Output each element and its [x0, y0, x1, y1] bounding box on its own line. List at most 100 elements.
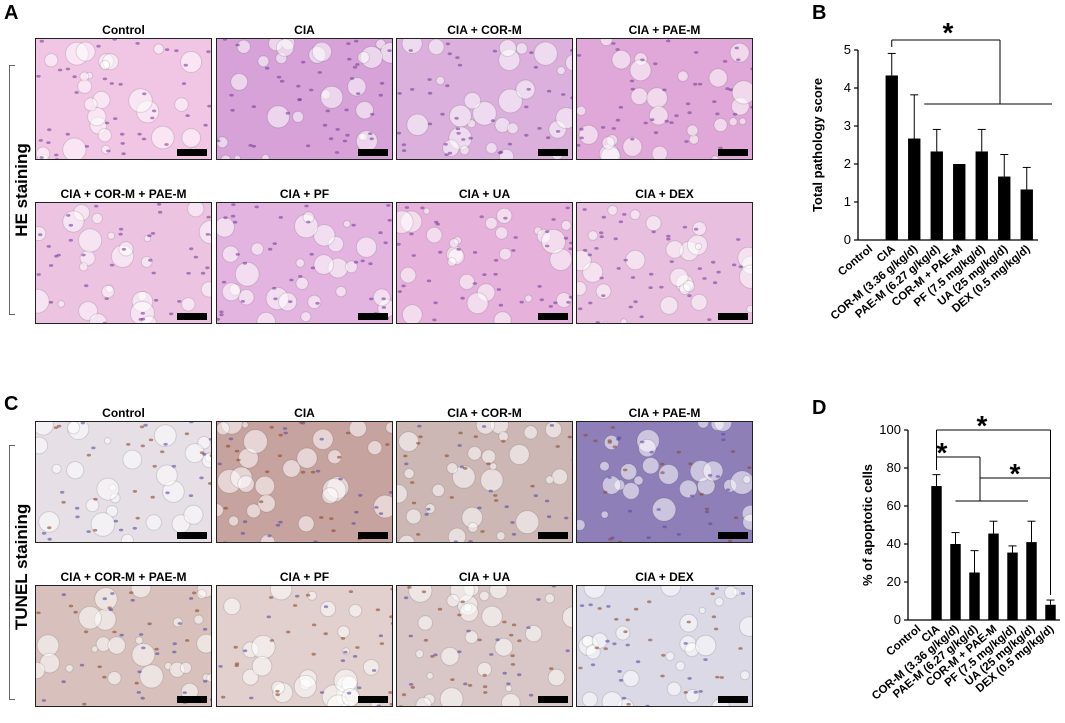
scale-bar: [718, 696, 748, 703]
y-tick-label: 3: [844, 118, 851, 133]
y-tick-label: 0: [844, 232, 851, 247]
micrograph-caption: CIA + PAE-M: [628, 406, 701, 420]
tunel-micrograph: CIA + UA: [396, 569, 573, 707]
tissue-image: [396, 585, 573, 707]
panel-letter-a: A: [4, 2, 19, 24]
bar: [988, 533, 999, 620]
y-axis-label: % of apoptotic cells: [860, 464, 875, 586]
micrograph-caption: CIA + DEX: [635, 187, 694, 201]
scale-bar: [538, 696, 568, 703]
micrograph-caption: CIA + UA: [458, 570, 511, 584]
tissue-image: [35, 585, 212, 707]
scale-bar: [538, 313, 568, 320]
y-tick-label: 60: [887, 498, 901, 513]
tissue-image: [35, 421, 212, 543]
tunel-micrograph: CIA + COR-M: [396, 405, 573, 543]
tissue-image: [576, 202, 753, 324]
panel-letter-c: C: [4, 393, 19, 415]
tissue-image: [576, 38, 753, 160]
scale-bar: [177, 532, 207, 539]
tissue-image: [216, 585, 393, 707]
y-tick-label: 1: [844, 194, 851, 209]
y-tick-label: 80: [887, 460, 901, 475]
y-tick-label: 0: [894, 612, 901, 627]
he-micrograph: CIA + UA: [396, 186, 573, 324]
scale-bar: [177, 313, 207, 320]
micrograph-caption: CIA + PAE-M: [628, 23, 701, 37]
he-staining-label: HE staining: [12, 135, 32, 245]
bar: [930, 151, 943, 240]
bar: [969, 572, 980, 620]
y-tick-label: 4: [844, 80, 851, 95]
micrograph-caption: CIA + DEX: [635, 570, 694, 584]
tissue-image: [35, 202, 212, 324]
scale-bar: [358, 532, 388, 539]
he-micrograph: Control: [35, 22, 212, 160]
x-tick-label: Control: [836, 243, 875, 278]
scale-bar: [718, 532, 748, 539]
he-micrograph: CIA: [216, 22, 393, 160]
y-tick-label: 40: [887, 536, 901, 551]
bar: [998, 176, 1011, 240]
he-micrograph: CIA + COR-M + PAE-M: [35, 186, 212, 324]
tunel-micrograph: CIA + PF: [216, 569, 393, 707]
bar: [1020, 189, 1033, 240]
micrograph-caption: Control: [102, 23, 145, 37]
micrograph-caption: CIA + COR-M: [447, 406, 522, 420]
tissue-image: [216, 38, 393, 160]
bar: [1045, 604, 1056, 620]
bar: [950, 544, 961, 620]
he-micrograph: CIA + COR-M: [396, 22, 573, 160]
tunel-staining-label: TUNEL staining: [12, 503, 32, 630]
scale-bar: [358, 149, 388, 156]
scale-bar: [177, 149, 207, 156]
tunel-micrograph: CIA + DEX: [576, 569, 753, 707]
bar: [953, 164, 966, 240]
significance-star: *: [977, 410, 988, 441]
scale-bar: [718, 149, 748, 156]
bar: [975, 151, 988, 240]
scale-bar: [718, 313, 748, 320]
bar: [885, 75, 898, 241]
micrograph-caption: CIA + COR-M: [447, 23, 522, 37]
tunel-micrograph: CIA + COR-M + PAE-M: [35, 569, 212, 707]
y-tick-label: 20: [887, 574, 901, 589]
micrograph-caption: CIA + COR-M + PAE-M: [60, 187, 187, 201]
tissue-image: [396, 38, 573, 160]
y-tick-label: 5: [844, 42, 851, 57]
tissue-image: [576, 585, 753, 707]
scale-bar: [358, 313, 388, 320]
he-micrograph: CIA + PAE-M: [576, 22, 753, 160]
tissue-image: [396, 421, 573, 543]
tissue-image: [576, 421, 753, 543]
micrograph-caption: CIA + PF: [279, 187, 330, 201]
y-tick-label: 2: [844, 156, 851, 171]
scale-bar: [358, 696, 388, 703]
significance-star: *: [937, 437, 948, 468]
scale-bar: [538, 532, 568, 539]
scale-bar: [177, 696, 207, 703]
scale-bar: [538, 149, 568, 156]
tunel-micrograph: CIA + PAE-M: [576, 405, 753, 543]
tissue-image: [396, 202, 573, 324]
micrograph-caption: CIA + COR-M + PAE-M: [60, 570, 187, 584]
micrograph-caption: CIA + PF: [279, 570, 330, 584]
micrograph-caption: CIA: [294, 406, 315, 420]
bar: [1007, 552, 1018, 620]
significance-star: *: [943, 20, 954, 48]
micrograph-caption: Control: [102, 406, 145, 420]
y-tick-label: 100: [879, 422, 901, 437]
tissue-image: [216, 202, 393, 324]
panel-letter-b: B: [812, 2, 827, 24]
micrograph-caption: CIA: [294, 23, 315, 37]
tissue-image: [35, 38, 212, 160]
bar: [908, 138, 921, 240]
tissue-image: [216, 421, 393, 543]
he-bracket: [9, 65, 16, 315]
he-micrograph: CIA + PF: [216, 186, 393, 324]
panel-letter-d: D: [812, 397, 827, 419]
bar: [1026, 542, 1037, 620]
